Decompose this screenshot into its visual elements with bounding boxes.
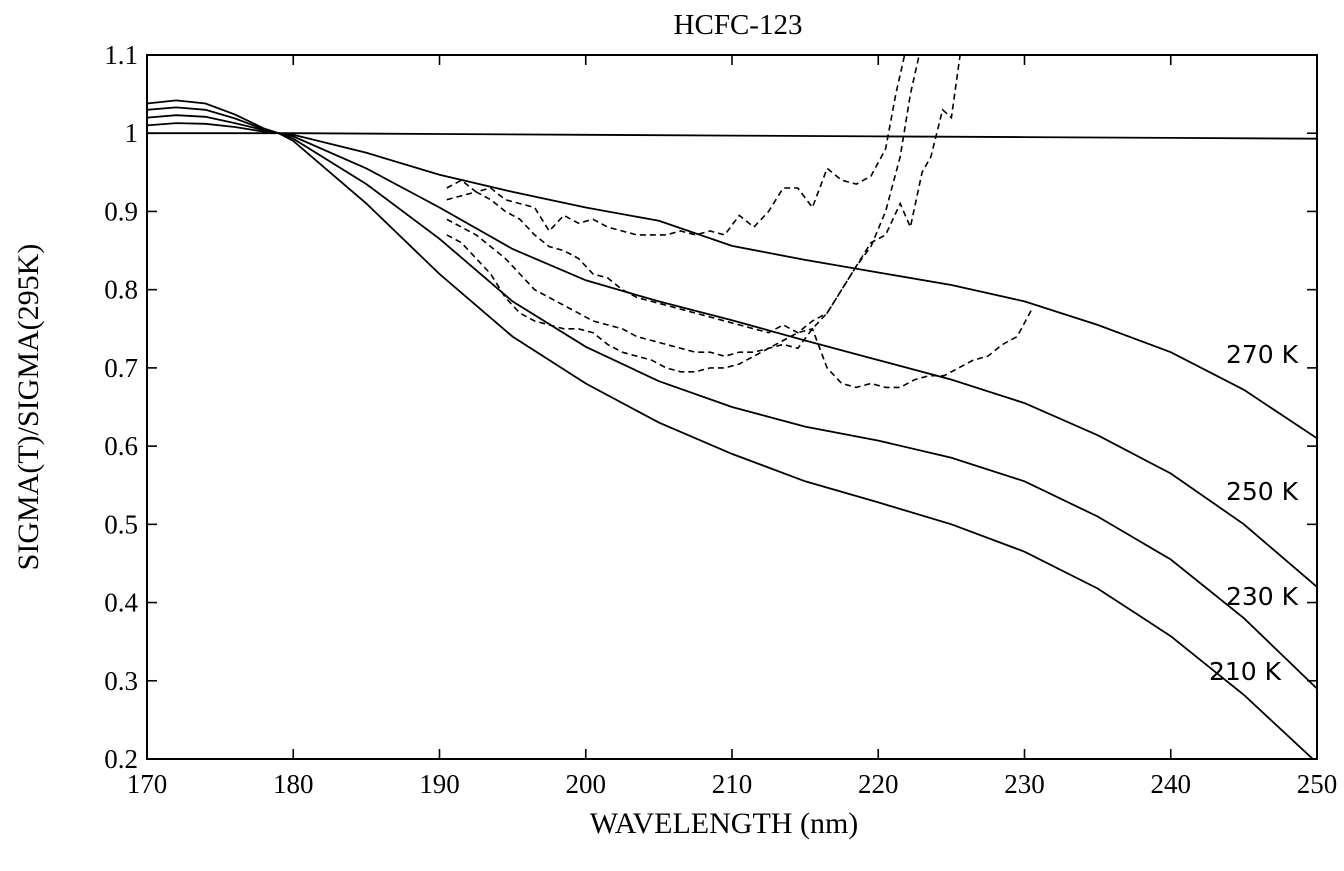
curve-labels: 270 K 250 K 230 K 210 K [1209,340,1299,686]
y-tick-label-1: 1 [125,118,139,148]
series-line-270k [147,122,1317,440]
curve-label-210k: 210 K [1209,657,1282,686]
y-tick-label-0.4: 0.4 [104,588,138,618]
y-tick-label-1.1: 1.1 [104,40,138,70]
x-tick-label-200: 200 [566,769,607,799]
y-tick-label-0.6: 0.6 [104,431,138,461]
curve-label-250k: 250 K [1226,477,1299,506]
series-layer [147,55,1317,759]
x-tick-label-220: 220 [858,769,899,799]
x-tick-label-250: 250 [1297,769,1338,799]
y-tick-label-0.7: 0.7 [104,353,138,383]
x-tick-label-210: 210 [712,769,753,799]
x-tick-label-190: 190 [419,769,460,799]
y-tick-labels: 0.2 0.3 0.4 0.5 0.6 0.7 0.8 0.9 1 1.1 [104,40,138,774]
chart-title: HCFC-123 [674,9,803,41]
series-line-230k [147,106,1317,690]
x-tick-label-240: 240 [1151,769,1192,799]
ticks-layer [146,54,1318,760]
y-tick-label-0.8: 0.8 [104,275,138,305]
x-tick-label-230: 230 [1004,769,1045,799]
curve-label-270k: 270 K [1226,340,1299,369]
x-tick-label-180: 180 [273,769,314,799]
series-line-measured-6 [446,55,920,334]
series-line-measured-8 [446,234,1033,389]
series-line-210k [147,99,1315,759]
series-line-measured-5 [446,55,906,236]
x-tick-label-170: 170 [127,769,168,799]
series-line-reference [147,132,1317,140]
y-tick-label-0.9: 0.9 [104,196,138,226]
series-line-250k [147,114,1317,588]
y-axis-title: SIGMA(T)/SIGMA(295K) [12,244,45,571]
y-tick-label-0.2: 0.2 [104,744,138,774]
y-tick-label-0.5: 0.5 [104,509,138,539]
series-line-measured-7 [446,55,961,358]
x-axis-title: WAVELENGTH (nm) [590,807,859,840]
y-tick-label-0.3: 0.3 [104,666,138,696]
x-tick-labels: 170 180 190 200 210 220 230 240 250 [127,769,1338,799]
curve-label-230k: 230 K [1226,582,1299,611]
